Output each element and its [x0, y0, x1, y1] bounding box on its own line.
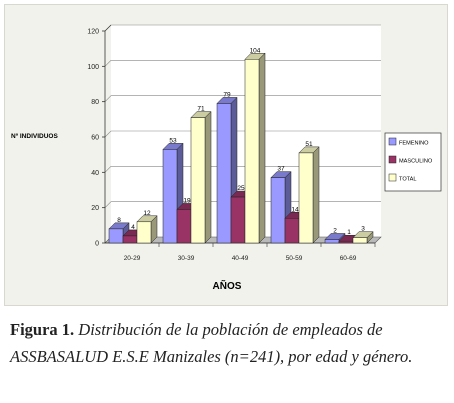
bar-total-20-29	[136, 221, 152, 244]
bar-masculino-40-49	[230, 196, 246, 244]
gridline	[104, 60, 381, 67]
data-label: 12	[143, 210, 151, 217]
gridline	[104, 130, 381, 138]
y-tick-label: 0	[95, 241, 99, 248]
bar-side	[312, 146, 320, 244]
x-axis-title: AÑOS	[213, 279, 242, 292]
data-label: 79	[223, 91, 231, 98]
x-tick-label: 30-39	[178, 255, 195, 262]
bar-total-50-59	[298, 152, 314, 244]
bar-masculino-50-59	[284, 218, 300, 244]
bar-side	[258, 52, 266, 244]
y-axis-title: Nº INDIVIDUOS	[11, 133, 58, 140]
legend-swatch-total	[388, 173, 397, 182]
x-tick-label: 60-69	[340, 255, 357, 262]
data-label: 4	[131, 224, 135, 231]
legend-label: TOTAL	[399, 177, 417, 183]
figure-caption: Figura 1. Distribución de la población d…	[10, 316, 446, 370]
data-label: 25	[237, 185, 245, 192]
legend-label: MASCULINO	[399, 159, 433, 165]
legend-swatch-masculino	[388, 155, 397, 164]
data-label: 104	[250, 47, 261, 54]
data-label: 8	[117, 217, 121, 224]
bar-femenino-20-29	[108, 228, 124, 244]
gridline	[104, 95, 381, 102]
data-label: 51	[305, 141, 313, 148]
bar-femenino-30-39	[162, 149, 178, 244]
x-tick-label: 40-49	[232, 255, 249, 262]
bar-masculino-30-39	[176, 209, 192, 244]
bar-total-60-69	[352, 237, 368, 244]
data-label: 14	[291, 206, 299, 213]
data-label: 1	[347, 229, 351, 236]
bar-side	[204, 110, 212, 244]
bar-total-40-49	[244, 59, 260, 244]
bar-total-30-39	[190, 117, 206, 244]
data-label: 2	[333, 227, 337, 234]
y-tick-label: 120	[87, 29, 99, 36]
y-tick-label: 40	[91, 170, 99, 177]
data-label: 3	[361, 226, 365, 233]
data-label: 19	[183, 197, 191, 204]
y-tick-label: 100	[87, 64, 99, 71]
bar-femenino-50-59	[270, 177, 286, 244]
bar-femenino-60-69	[324, 239, 340, 244]
figure-frame: 0 20 40 60 80 100 120 8 4 12 20-29 53 19 71 30-39 79 25 1…	[4, 4, 448, 306]
legend-label: FEMENINO	[399, 141, 429, 147]
caption-text: Distribución de la población de empleado…	[10, 320, 413, 366]
bar-chart: 020406080100120841220-2953197130-3979251…	[11, 24, 442, 292]
x-tick-label: 20-29	[124, 255, 141, 262]
y-tick-label: 60	[91, 135, 99, 142]
gridline	[104, 166, 381, 173]
bar-masculino-60-69	[338, 240, 354, 244]
y-tick-label: 20	[91, 205, 99, 212]
bar-femenino-40-49	[216, 103, 232, 244]
legend-swatch-femenino	[388, 137, 397, 146]
data-label: 53	[169, 137, 177, 144]
y-axis-top-edge	[104, 24, 112, 32]
caption-lead: Figura 1.	[10, 320, 75, 339]
y-tick-label: 80	[91, 99, 99, 106]
data-label: 37	[277, 166, 285, 173]
data-label: 71	[197, 106, 205, 113]
x-tick-label: 50-59	[286, 255, 303, 262]
bar-masculino-20-29	[122, 235, 138, 244]
